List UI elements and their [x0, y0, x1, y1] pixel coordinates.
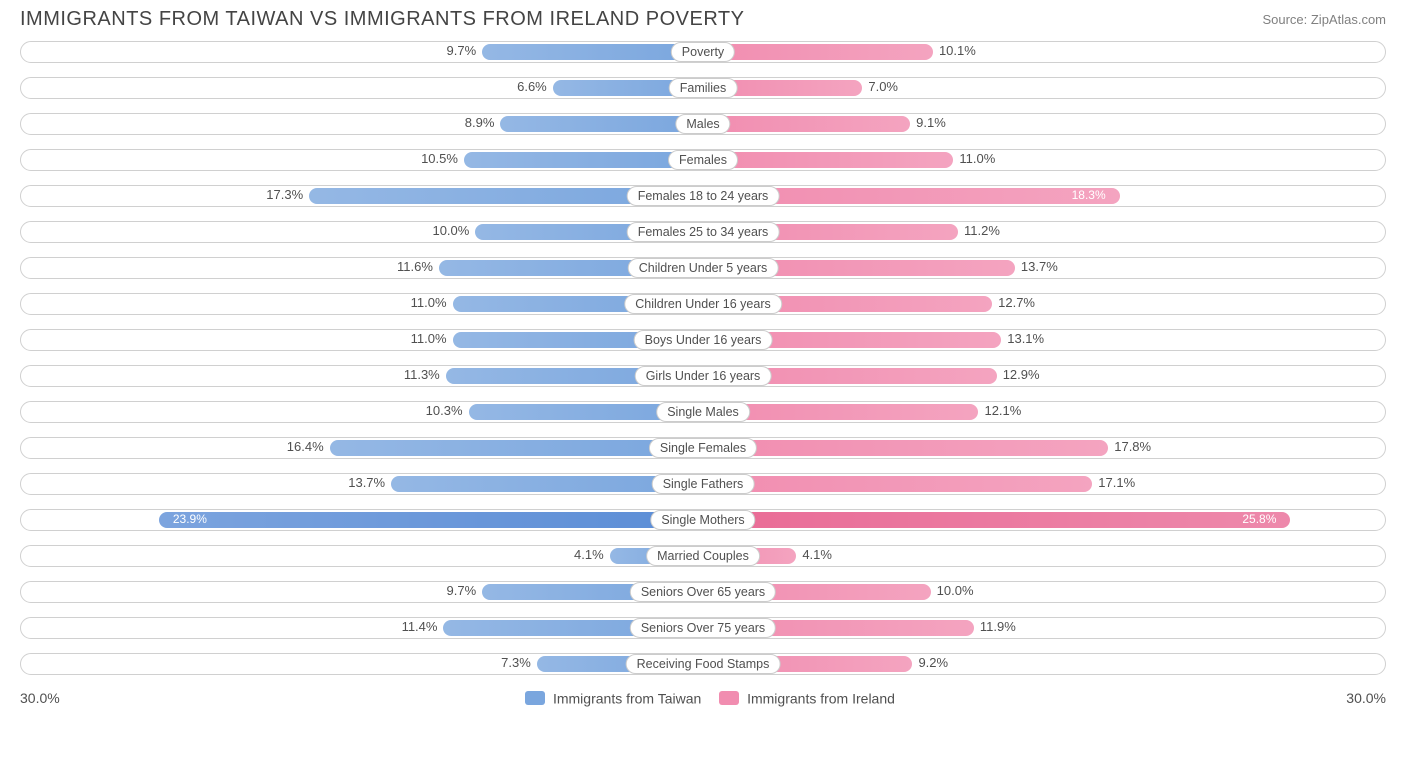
value-label-left: 17.3%	[266, 186, 303, 206]
header: IMMIGRANTS FROM TAIWAN VS IMMIGRANTS FRO…	[0, 0, 1406, 35]
legend: Immigrants from Taiwan Immigrants from I…	[60, 689, 1347, 706]
chart-row: 11.3% 12.9% Girls Under 16 years	[20, 359, 1386, 393]
chart-row: 10.0% 11.2% Females 25 to 34 years	[20, 215, 1386, 249]
legend-label-right: Immigrants from Ireland	[747, 690, 895, 706]
bar-right	[703, 512, 1290, 528]
value-label-right: 18.3%	[1072, 186, 1106, 206]
bar-right	[703, 440, 1108, 456]
category-label: Single Fathers	[652, 474, 755, 494]
value-label-right: 13.7%	[1021, 258, 1058, 278]
value-label-right: 4.1%	[802, 546, 832, 566]
chart-row: 4.1% 4.1% Married Couples	[20, 539, 1386, 573]
value-label-right: 12.1%	[984, 402, 1021, 422]
category-label: Seniors Over 65 years	[630, 582, 776, 602]
chart-row: 16.4% 17.8% Single Females	[20, 431, 1386, 465]
value-label-left: 13.7%	[348, 474, 385, 494]
value-label-right: 11.9%	[980, 618, 1016, 638]
value-label-left: 10.5%	[421, 150, 458, 170]
diverging-bar-chart: 9.7% 10.1% Poverty 6.6% 7.0% Families 8.9% 9.1%…	[0, 35, 1406, 681]
value-label-left: 10.0%	[432, 222, 469, 242]
axis-max-left: 30.0%	[20, 690, 60, 706]
legend-swatch-right	[719, 691, 739, 705]
value-label-right: 7.0%	[868, 78, 898, 98]
value-label-left: 11.6%	[397, 258, 433, 278]
chart-footer: 30.0% Immigrants from Taiwan Immigrants …	[0, 683, 1406, 706]
chart-row: 11.0% 13.1% Boys Under 16 years	[20, 323, 1386, 357]
category-label: Children Under 5 years	[628, 258, 779, 278]
category-label: Single Females	[649, 438, 757, 458]
value-label-right: 12.7%	[998, 294, 1035, 314]
bar-left	[500, 116, 703, 132]
chart-row: 11.6% 13.7% Children Under 5 years	[20, 251, 1386, 285]
value-label-right: 17.1%	[1098, 474, 1135, 494]
category-label: Females	[668, 150, 738, 170]
value-label-right: 11.2%	[964, 222, 1000, 242]
category-label: Females 18 to 24 years	[627, 186, 780, 206]
value-label-left: 7.3%	[501, 654, 531, 674]
chart-row: 6.6% 7.0% Families	[20, 71, 1386, 105]
category-label: Poverty	[671, 42, 735, 62]
value-label-left: 10.3%	[426, 402, 463, 422]
chart-row: 7.3% 9.2% Receiving Food Stamps	[20, 647, 1386, 681]
chart-row: 11.4% 11.9% Seniors Over 75 years	[20, 611, 1386, 645]
chart-row: 8.9% 9.1% Males	[20, 107, 1386, 141]
category-label: Receiving Food Stamps	[626, 654, 781, 674]
chart-row: 17.3% 18.3% Females 18 to 24 years	[20, 179, 1386, 213]
value-label-left: 23.9%	[173, 510, 207, 530]
value-label-left: 11.0%	[411, 330, 447, 350]
source-label: Source: ZipAtlas.com	[1262, 12, 1386, 27]
value-label-left: 11.0%	[411, 294, 447, 314]
bar-right	[703, 116, 910, 132]
category-label: Single Males	[656, 402, 750, 422]
category-label: Girls Under 16 years	[635, 366, 772, 386]
value-label-right: 10.0%	[937, 582, 974, 602]
value-label-right: 13.1%	[1007, 330, 1044, 350]
category-label: Females 25 to 34 years	[627, 222, 780, 242]
value-label-left: 4.1%	[574, 546, 604, 566]
category-label: Boys Under 16 years	[634, 330, 773, 350]
value-label-right: 17.8%	[1114, 438, 1151, 458]
bar-right	[703, 44, 933, 60]
value-label-left: 9.7%	[447, 42, 477, 62]
legend-label-left: Immigrants from Taiwan	[553, 690, 701, 706]
value-label-right: 9.2%	[918, 654, 948, 674]
chart-row: 9.7% 10.1% Poverty	[20, 35, 1386, 69]
value-label-right: 25.8%	[1242, 510, 1276, 530]
value-label-right: 12.9%	[1003, 366, 1040, 386]
category-label: Males	[675, 114, 730, 134]
chart-row: 11.0% 12.7% Children Under 16 years	[20, 287, 1386, 321]
category-label: Married Couples	[646, 546, 760, 566]
chart-row: 10.5% 11.0% Females	[20, 143, 1386, 177]
axis-max-right: 30.0%	[1346, 690, 1386, 706]
bar-right	[703, 152, 953, 168]
bar-left	[159, 512, 703, 528]
category-label: Children Under 16 years	[624, 294, 782, 314]
category-label: Seniors Over 75 years	[630, 618, 776, 638]
value-label-left: 6.6%	[517, 78, 547, 98]
category-label: Families	[669, 78, 738, 98]
chart-row: 23.9% 25.8% Single Mothers	[20, 503, 1386, 537]
chart-row: 13.7% 17.1% Single Fathers	[20, 467, 1386, 501]
value-label-left: 8.9%	[465, 114, 495, 134]
category-label: Single Mothers	[650, 510, 755, 530]
value-label-left: 16.4%	[287, 438, 324, 458]
value-label-left: 11.3%	[404, 366, 440, 386]
value-label-right: 11.0%	[959, 150, 995, 170]
value-label-left: 11.4%	[402, 618, 438, 638]
chart-row: 9.7% 10.0% Seniors Over 65 years	[20, 575, 1386, 609]
chart-row: 10.3% 12.1% Single Males	[20, 395, 1386, 429]
value-label-right: 10.1%	[939, 42, 976, 62]
legend-swatch-left	[525, 691, 545, 705]
bar-left	[330, 440, 703, 456]
bar-right	[703, 476, 1092, 492]
value-label-left: 9.7%	[447, 582, 477, 602]
chart-title: IMMIGRANTS FROM TAIWAN VS IMMIGRANTS FRO…	[20, 8, 744, 31]
value-label-right: 9.1%	[916, 114, 946, 134]
